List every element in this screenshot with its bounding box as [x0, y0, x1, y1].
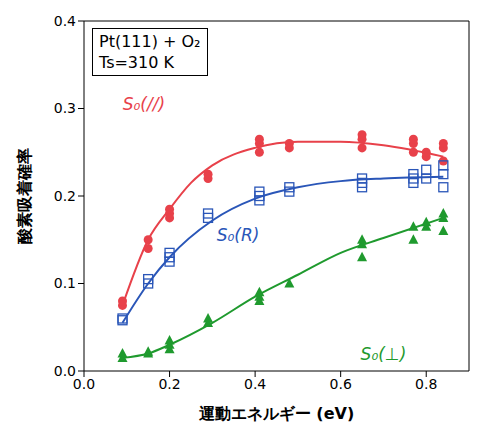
- svg-text:S₀(R): S₀(R): [217, 225, 260, 245]
- svg-text:S₀(⊥): S₀(⊥): [361, 344, 407, 364]
- svg-text:0.8: 0.8: [415, 376, 437, 392]
- svg-text:0.0: 0.0: [54, 363, 76, 379]
- svg-text:0.1: 0.1: [54, 275, 76, 291]
- svg-text:運動エネルギー (eV): 運動エネルギー (eV): [198, 404, 354, 423]
- html-text:Pt(111) + O₂: Pt(111) + O₂: [99, 32, 201, 51]
- svg-text:0.2: 0.2: [158, 376, 180, 392]
- svg-text:0.4: 0.4: [244, 376, 266, 392]
- svg-text:0.6: 0.6: [330, 376, 352, 392]
- svg-text:0.4: 0.4: [54, 13, 76, 29]
- svg-text:S₀(//): S₀(//): [123, 94, 165, 114]
- svg-text:0.2: 0.2: [54, 188, 76, 204]
- html-text:Ts=310 K: Ts=310 K: [99, 53, 174, 72]
- svg-text:0.0: 0.0: [73, 376, 95, 392]
- svg-text:酸素吸着確率: 酸素吸着確率: [15, 148, 34, 244]
- svg-text:0.3: 0.3: [54, 100, 76, 116]
